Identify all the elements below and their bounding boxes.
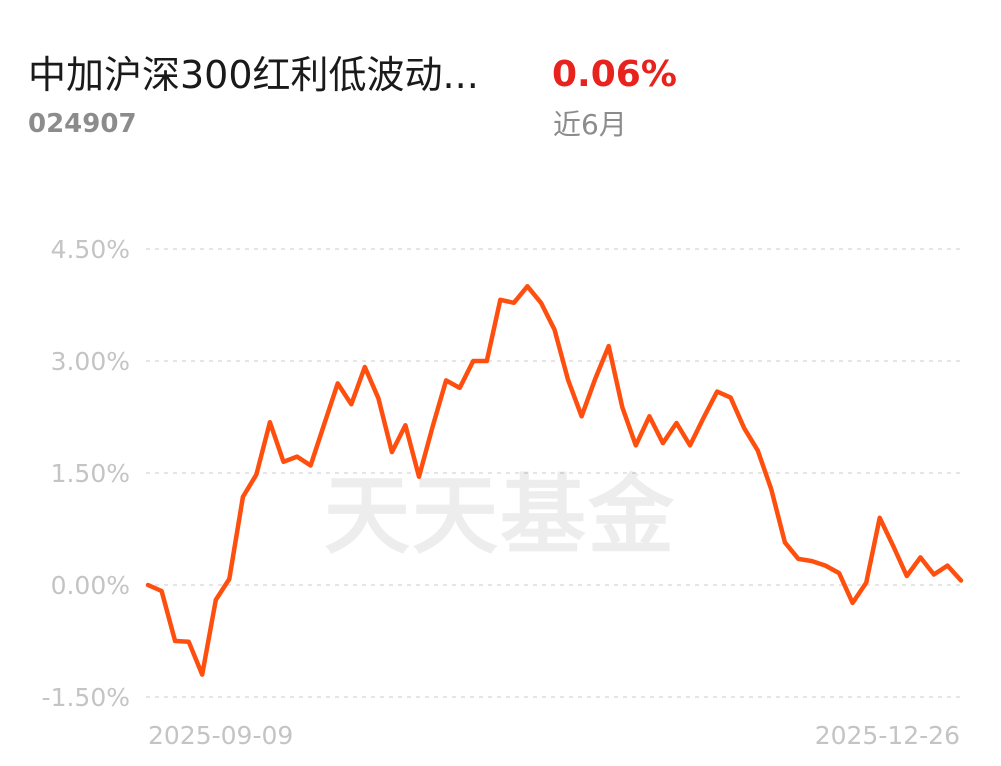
y-tick-label: 0.00% xyxy=(51,571,130,600)
watermark-text: 天天基金 xyxy=(324,465,676,566)
x-axis-ticks: 2025-09-09 2025-12-26 xyxy=(148,721,960,750)
chart-grid xyxy=(146,248,962,698)
x-tick-label-start: 2025-09-09 xyxy=(148,721,293,750)
fund-code: 024907 xyxy=(28,109,137,139)
x-tick-label-end: 2025-12-26 xyxy=(815,721,960,750)
return-period-selector[interactable]: 近6月 xyxy=(553,108,627,141)
series-line xyxy=(145,284,964,677)
y-tick-label: 4.50% xyxy=(51,235,130,264)
fund-name: 中加沪深300红利低波动... xyxy=(28,53,479,97)
y-tick-label: 3.00% xyxy=(51,347,130,376)
y-axis-ticks: 4.50% 3.00% 1.50% 0.00% -1.50% xyxy=(42,235,130,712)
y-tick-label: -1.50% xyxy=(42,683,130,712)
y-tick-label: 1.50% xyxy=(51,459,130,488)
series-layer xyxy=(145,284,964,677)
return-value: 0.06% xyxy=(552,54,677,95)
